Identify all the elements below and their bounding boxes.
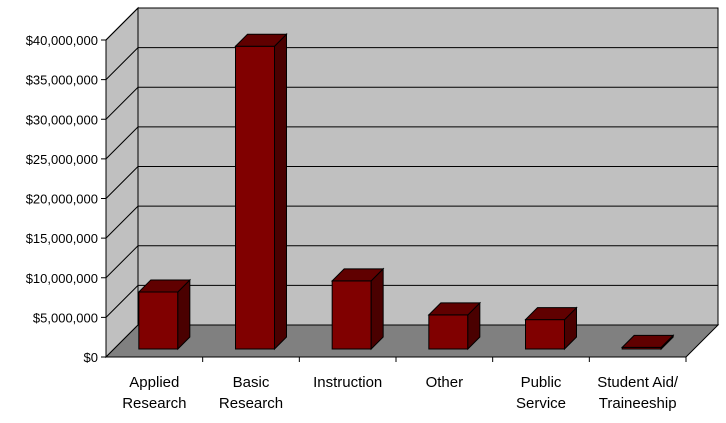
x-tick-label: Public Service [516,374,566,412]
bar-top [234,33,288,47]
x-tick-label: Other [426,374,464,391]
bar [620,334,675,351]
y-tick-label: $35,000,000 [26,73,98,88]
bar-side [370,267,384,351]
bar-front [138,291,179,350]
y-tick-label: $30,000,000 [26,112,98,127]
bar-top [427,302,482,316]
bar-side [274,33,287,351]
gridlines [105,7,718,318]
bar-top [137,279,192,293]
y-tick-label: $5,000,000 [33,310,98,325]
y-axis: $0 $5,000,000 $10,000,000 $15,000,000 $20,00… [26,33,107,365]
y-tick-label: $10,000,000 [26,271,98,286]
bar [330,267,385,351]
bar-front [235,45,275,350]
bar-front [525,319,565,350]
gridline [105,284,718,318]
y-tick-label: $25,000,000 [26,152,98,167]
x-tick-label: Applied Research [122,374,186,412]
bar [137,278,192,351]
bar [427,301,482,351]
bar-top [330,268,385,282]
bar-front [428,314,469,350]
plot-floor [104,324,720,358]
y-tick-label: $20,000,000 [26,192,98,207]
gridline [105,86,718,120]
x-axis: Applied Research Basic Research Instruction O… [106,356,687,412]
bar [524,306,578,351]
x-tick-label: Student Aid/Traineeship [597,374,679,412]
x-tick-label: Instruction [313,374,382,391]
y-tick-label: $15,000,000 [26,231,98,246]
y-tick-label: $0 [84,350,98,365]
bars [137,33,675,351]
gridline [105,7,718,41]
gridline [105,245,718,279]
bar-front [331,280,372,350]
bar-top [620,334,675,348]
x-tick-label: Basic Research [219,374,283,412]
bar [234,33,288,351]
gridline [105,47,718,80]
gridline [105,126,718,160]
gridline [105,205,718,239]
bar-top [524,307,578,321]
y-tick-label: $40,000,000 [26,33,98,48]
gridline [105,166,718,199]
plot-walls [104,6,720,359]
